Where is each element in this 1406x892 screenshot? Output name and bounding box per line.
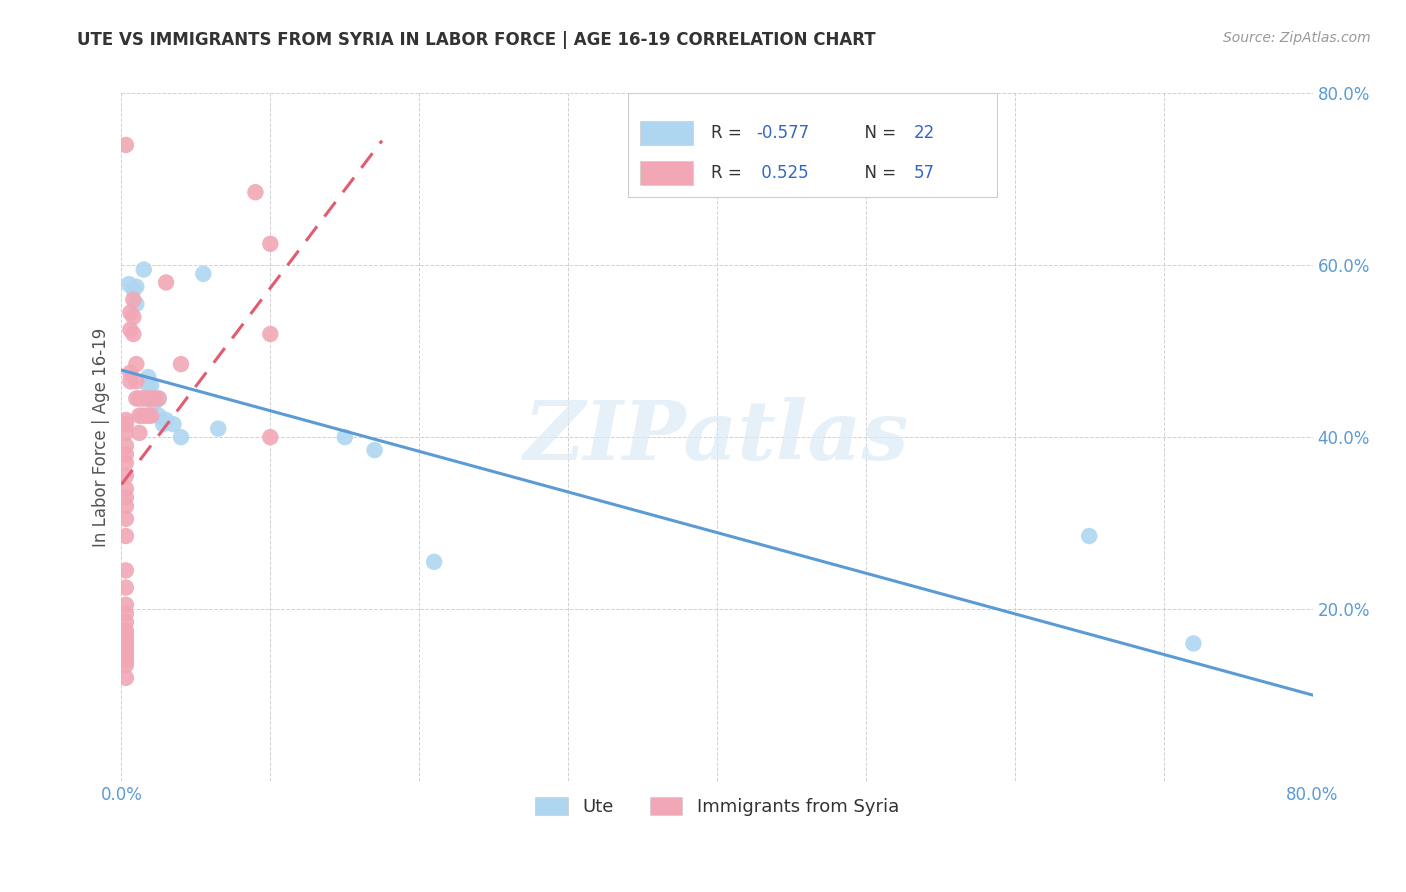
Point bbox=[115, 607, 138, 621]
Point bbox=[115, 447, 138, 461]
Point bbox=[134, 392, 156, 406]
Point bbox=[115, 624, 138, 638]
Text: Source: ZipAtlas.com: Source: ZipAtlas.com bbox=[1223, 31, 1371, 45]
Point bbox=[125, 297, 148, 311]
Point bbox=[132, 262, 155, 277]
Point bbox=[259, 236, 281, 251]
Point bbox=[136, 392, 159, 406]
Point bbox=[128, 409, 150, 423]
Point bbox=[125, 279, 148, 293]
Point bbox=[122, 282, 145, 296]
Text: 22: 22 bbox=[914, 124, 935, 142]
Point bbox=[1078, 529, 1101, 543]
Point bbox=[115, 425, 138, 440]
Y-axis label: In Labor Force | Age 16-19: In Labor Force | Age 16-19 bbox=[93, 327, 110, 547]
Point bbox=[162, 417, 184, 432]
Point bbox=[128, 392, 150, 406]
Point bbox=[122, 310, 145, 324]
Text: R =: R = bbox=[711, 124, 747, 142]
Point bbox=[259, 326, 281, 341]
Point bbox=[136, 378, 159, 392]
Point bbox=[170, 357, 193, 371]
Point bbox=[245, 185, 267, 199]
Point bbox=[115, 491, 138, 505]
Point bbox=[115, 482, 138, 496]
Point bbox=[120, 366, 142, 380]
Point bbox=[259, 430, 281, 444]
Point bbox=[115, 645, 138, 659]
Point bbox=[115, 417, 138, 432]
Point bbox=[125, 374, 148, 388]
Text: -0.577: -0.577 bbox=[756, 124, 810, 142]
Point bbox=[131, 409, 153, 423]
Point bbox=[333, 430, 356, 444]
Point bbox=[136, 370, 159, 384]
Point bbox=[423, 555, 446, 569]
Point bbox=[120, 323, 142, 337]
Bar bbox=[640, 161, 693, 185]
Point bbox=[115, 137, 138, 152]
Point bbox=[141, 378, 163, 392]
Point bbox=[363, 443, 385, 458]
Point bbox=[128, 425, 150, 440]
Point bbox=[125, 357, 148, 371]
Point bbox=[152, 417, 174, 432]
Point bbox=[115, 563, 138, 577]
Point bbox=[141, 392, 163, 406]
Point bbox=[115, 499, 138, 513]
Point bbox=[115, 439, 138, 453]
Text: N =: N = bbox=[853, 164, 901, 182]
Text: N =: N = bbox=[853, 124, 901, 142]
Point bbox=[115, 628, 138, 642]
Point bbox=[141, 409, 163, 423]
Point bbox=[115, 615, 138, 629]
Point bbox=[115, 654, 138, 668]
Point bbox=[115, 640, 138, 655]
Point bbox=[122, 326, 145, 341]
Point bbox=[207, 421, 229, 435]
Point bbox=[115, 598, 138, 612]
Point bbox=[122, 293, 145, 307]
Point bbox=[1182, 636, 1205, 650]
Point bbox=[148, 392, 170, 406]
Text: R =: R = bbox=[711, 164, 747, 182]
Point bbox=[115, 413, 138, 427]
Point bbox=[143, 396, 166, 410]
Point bbox=[136, 409, 159, 423]
Legend: Ute, Immigrants from Syria: Ute, Immigrants from Syria bbox=[529, 789, 905, 823]
Point bbox=[115, 529, 138, 543]
Point bbox=[148, 409, 170, 423]
Text: ZIPatlas: ZIPatlas bbox=[524, 397, 910, 477]
Text: 0.525: 0.525 bbox=[756, 164, 808, 182]
Point bbox=[118, 277, 141, 292]
Text: UTE VS IMMIGRANTS FROM SYRIA IN LABOR FORCE | AGE 16-19 CORRELATION CHART: UTE VS IMMIGRANTS FROM SYRIA IN LABOR FO… bbox=[77, 31, 876, 49]
Text: 57: 57 bbox=[914, 164, 935, 182]
Point bbox=[125, 392, 148, 406]
Point bbox=[115, 581, 138, 595]
Point bbox=[120, 374, 142, 388]
Point bbox=[115, 657, 138, 672]
Point bbox=[115, 671, 138, 685]
Point bbox=[115, 649, 138, 664]
Point bbox=[134, 409, 156, 423]
FancyBboxPatch shape bbox=[627, 94, 997, 196]
Point bbox=[155, 276, 177, 290]
Point bbox=[131, 392, 153, 406]
Point bbox=[115, 512, 138, 526]
Bar bbox=[640, 120, 693, 145]
Point bbox=[193, 267, 215, 281]
Point bbox=[148, 392, 170, 406]
Point bbox=[155, 413, 177, 427]
Point bbox=[120, 305, 142, 319]
Point bbox=[143, 392, 166, 406]
Point bbox=[170, 430, 193, 444]
Point bbox=[115, 456, 138, 470]
Point bbox=[115, 636, 138, 650]
Point bbox=[115, 468, 138, 483]
Point bbox=[115, 632, 138, 647]
